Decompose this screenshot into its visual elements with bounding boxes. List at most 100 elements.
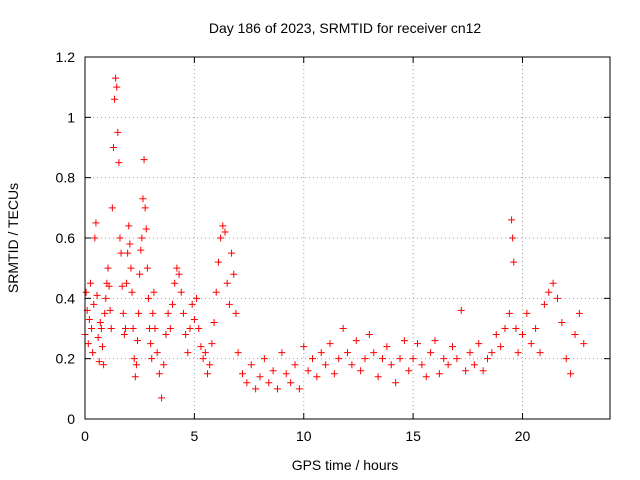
data-point [111, 95, 119, 103]
data-point [508, 216, 516, 224]
data-point [84, 340, 92, 348]
data-point [287, 379, 295, 387]
data-point [177, 288, 185, 296]
data-point [370, 349, 378, 357]
data-point [186, 325, 194, 332]
data-point [462, 367, 470, 375]
data-point [119, 309, 127, 317]
data-point [107, 325, 115, 332]
data-point [357, 367, 365, 375]
data-point [82, 288, 90, 296]
data-point [206, 361, 214, 369]
data-point [201, 349, 209, 357]
data-point [379, 355, 386, 363]
data-point [171, 279, 179, 287]
data-point [120, 331, 128, 339]
data-point [149, 309, 157, 317]
data-point [575, 309, 583, 317]
data-point [225, 300, 233, 308]
data-point [179, 309, 187, 317]
data-point [479, 367, 487, 375]
data-point [150, 288, 158, 296]
data-point [313, 373, 321, 381]
data-point [175, 270, 183, 278]
grid [85, 57, 610, 419]
data-point [197, 343, 205, 351]
data-point [317, 349, 325, 357]
data-point [571, 331, 579, 339]
data-point [129, 325, 137, 332]
data-point [505, 309, 513, 317]
data-point [140, 156, 148, 164]
x-tick-label: 10 [296, 428, 312, 444]
data-point [166, 325, 174, 332]
data-point [99, 343, 106, 351]
data-point [440, 355, 448, 363]
data-point [400, 337, 408, 345]
data-point [309, 355, 316, 363]
data-point [105, 282, 113, 290]
data-point [121, 325, 129, 332]
data-point [164, 309, 172, 317]
data-point [91, 234, 99, 242]
data-point [118, 282, 126, 290]
y-axis-ticks: 0 0.2 0.4 0.6 0.8 1 1.2 [56, 49, 610, 427]
data-point [132, 361, 140, 369]
data-point [444, 361, 452, 369]
data-point [239, 370, 246, 378]
data-point [252, 385, 260, 393]
data-point [365, 331, 373, 339]
data-point [383, 343, 391, 351]
data-point [260, 355, 268, 363]
data-point [514, 349, 522, 357]
y-tick-label: 1.2 [56, 49, 76, 65]
data-point [135, 309, 143, 317]
data-point [247, 361, 255, 369]
x-tick-label: 15 [405, 428, 421, 444]
data-point [141, 204, 149, 212]
data-point [466, 349, 474, 357]
data-point [158, 394, 166, 402]
data-point [123, 279, 131, 287]
data-point [274, 385, 281, 393]
data-point [335, 355, 343, 363]
data-point [339, 325, 347, 332]
data-point [173, 264, 181, 272]
y-tick-label: 0.6 [56, 230, 76, 246]
data-point [291, 361, 299, 369]
data-point [169, 300, 176, 308]
data-point [89, 349, 97, 357]
data-point [536, 349, 544, 357]
data-point [527, 340, 535, 348]
data-point [295, 385, 303, 393]
data-point [409, 355, 417, 363]
data-point [519, 331, 526, 339]
data-point [147, 340, 155, 348]
data-point [453, 355, 461, 363]
data-point [116, 234, 124, 242]
data-point [457, 306, 465, 314]
data-point [221, 228, 229, 236]
data-point [256, 373, 264, 381]
data-point [234, 349, 242, 357]
data-point [228, 249, 236, 257]
data-point [392, 379, 400, 387]
x-tick-label: 0 [81, 428, 89, 444]
data-point [562, 355, 570, 363]
data-point [148, 355, 156, 363]
data-point [484, 355, 491, 363]
data-point [523, 309, 531, 317]
data-point [510, 258, 518, 266]
data-point [124, 249, 132, 257]
data-point [136, 270, 144, 278]
data-point [322, 361, 330, 369]
data-point [232, 309, 240, 317]
data-point [427, 349, 435, 357]
x-axis-label: GPS time / hours [292, 457, 399, 473]
data-point [106, 306, 114, 314]
data-point [488, 349, 496, 357]
data-point [86, 279, 94, 287]
data-point [90, 300, 98, 308]
data-points [81, 74, 588, 402]
data-point [422, 373, 430, 381]
